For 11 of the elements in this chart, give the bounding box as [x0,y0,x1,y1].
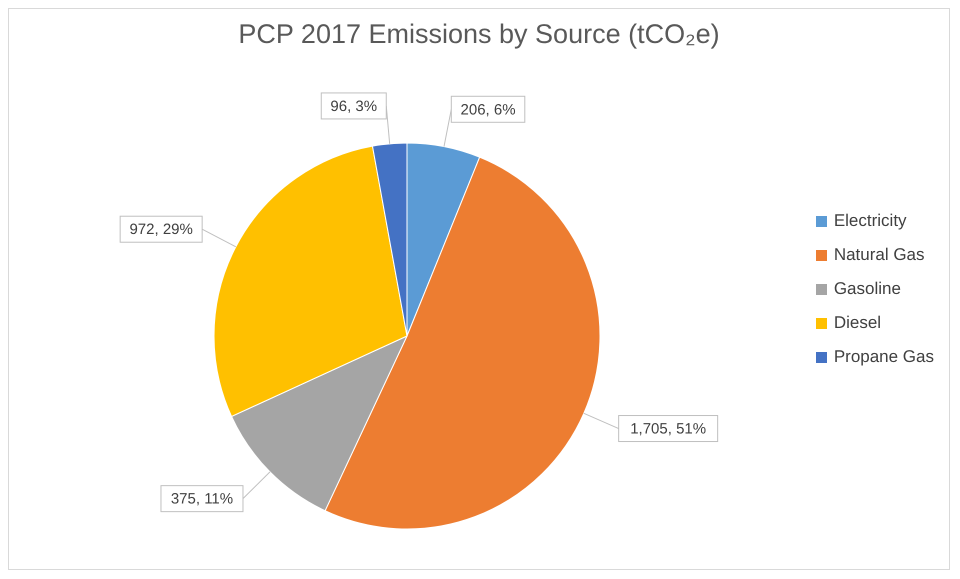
data-label: 972, 29% [129,221,193,238]
legend-label: Electricity [834,210,907,232]
legend-label: Diesel [834,312,882,334]
data-label: 206, 6% [460,101,516,118]
legend-label: Natural Gas [834,244,925,266]
legend-label: Propane Gas [834,346,934,368]
data-label: 96, 3% [330,98,378,115]
legend-label: Gasoline [834,278,901,300]
chart-title: PCP 2017 Emissions by Source (tCO₂e) [237,19,721,50]
data-label: 1,705, 51% [630,420,706,438]
data-label: 375, 11% [170,490,234,508]
